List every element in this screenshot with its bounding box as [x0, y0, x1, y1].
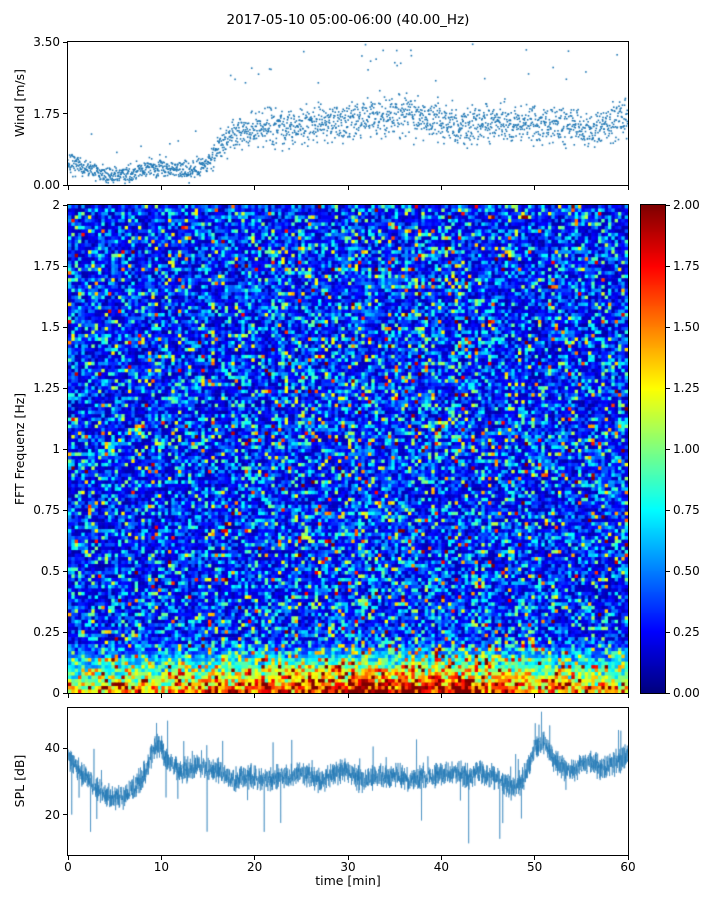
x-tickmark [254, 694, 256, 698]
colorbar-tick-label: 0.25 [673, 625, 700, 639]
x-tick-label: 60 [620, 860, 636, 874]
wind-scatter-plot [67, 41, 629, 186]
y-tick-label: 1.75 [33, 106, 60, 121]
x-tickmark [347, 186, 349, 190]
x-tickmark [160, 856, 162, 860]
y-tick-label: 2 [52, 198, 60, 212]
y-tickmark [63, 204, 67, 206]
y-tickmark [63, 747, 67, 749]
colorbar [640, 204, 666, 694]
colorbar-tickmark [666, 448, 670, 450]
y-tickmark [63, 326, 67, 328]
y-tick-label: 0 [52, 686, 60, 700]
wind-y-axis-label: Wind [m/s] [12, 68, 27, 138]
y-tickmark [63, 631, 67, 633]
figure-title: 2017-05-10 05:00-06:00 (40.00_Hz) [226, 12, 470, 28]
x-tickmark [160, 186, 162, 190]
y-tickmark [63, 41, 67, 43]
y-tick-label: 1.75 [33, 259, 60, 273]
y-tickmark [63, 692, 67, 694]
x-tickmark [254, 186, 256, 190]
x-tickmark [534, 694, 536, 698]
y-tick-label: 0.75 [33, 503, 60, 517]
colorbar-tickmark [666, 570, 670, 572]
y-tickmark [63, 265, 67, 267]
y-tickmark [63, 387, 67, 389]
y-tickmark [63, 814, 67, 816]
colorbar-tick-label: 1.00 [673, 442, 700, 456]
spectrogram-heatmap [67, 204, 629, 694]
x-tickmark [627, 694, 629, 698]
y-tick-label: 20 [44, 807, 60, 822]
x-tickmark [160, 694, 162, 698]
colorbar-tick-label: 1.50 [673, 320, 700, 334]
x-tickmark [347, 856, 349, 860]
colorbar-tick-label: 0.50 [673, 564, 700, 578]
y-tick-label: 3.50 [33, 35, 60, 49]
colorbar-tick-label: 0.00 [673, 686, 700, 700]
x-tickmark [67, 856, 69, 860]
y-tickmark [63, 570, 67, 572]
colorbar-tick-label: 0.75 [673, 503, 700, 517]
colorbar-tickmark [666, 692, 670, 694]
x-tick-label: 0 [64, 860, 72, 874]
x-tickmark [627, 186, 629, 190]
colorbar-tickmark [666, 326, 670, 328]
y-tick-label: 1 [52, 442, 60, 456]
y-tick-label: 0.5 [40, 564, 60, 578]
colorbar-tickmark [666, 631, 670, 633]
colorbar-tickmark [666, 387, 670, 389]
colorbar-tickmark [666, 204, 670, 206]
y-tick-label: 0.00 [33, 178, 60, 192]
x-tickmark [440, 186, 442, 190]
y-tick-label: 40 [44, 741, 60, 756]
colorbar-tick-label: 2.00 [673, 198, 700, 212]
x-tickmark [440, 694, 442, 698]
x-tickmark [67, 694, 69, 698]
spl-y-axis-label: SPL [dB] [12, 754, 27, 808]
x-tickmark [440, 856, 442, 860]
x-tickmark [627, 856, 629, 860]
x-tick-label: 10 [153, 860, 169, 874]
x-tick-label: 50 [527, 860, 543, 874]
y-tickmark [63, 448, 67, 450]
colorbar-tickmark [666, 265, 670, 267]
x-tickmark [534, 856, 536, 860]
colorbar-tick-label: 1.25 [673, 381, 700, 395]
x-tickmark [534, 186, 536, 190]
spl-line-plot [67, 707, 629, 856]
x-axis-label: time [min] [315, 873, 381, 888]
y-tickmark [63, 509, 67, 511]
colorbar-tickmark [666, 509, 670, 511]
x-tickmark [67, 186, 69, 190]
y-tick-label: 1.25 [33, 381, 60, 395]
colorbar-tick-label: 1.75 [673, 259, 700, 273]
y-tick-label: 0.25 [33, 625, 60, 639]
y-tickmark [63, 113, 67, 114]
x-tickmark [254, 856, 256, 860]
x-tickmark [347, 694, 349, 698]
y-tick-label: 1.5 [40, 320, 60, 334]
x-tick-label: 40 [433, 860, 449, 874]
y-tickmark [63, 184, 67, 186]
x-tick-label: 20 [247, 860, 263, 874]
x-tick-label: 30 [340, 860, 356, 874]
